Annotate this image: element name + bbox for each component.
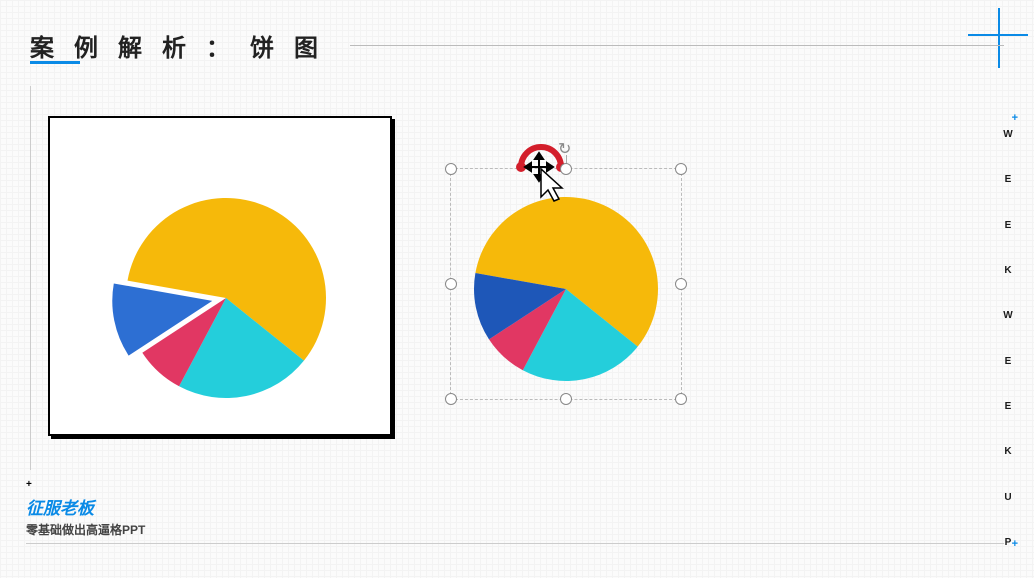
- side-letter: E: [1005, 357, 1012, 367]
- bottom-rule: [26, 543, 1004, 544]
- original-pie-chart: [50, 118, 390, 434]
- side-letter: E: [1005, 221, 1012, 231]
- resize-handle-br[interactable]: [675, 393, 687, 405]
- title-rule: [350, 45, 1004, 46]
- side-letter: E: [1005, 402, 1012, 412]
- resize-handle-tl[interactable]: [445, 163, 457, 175]
- side-letter: U: [1004, 493, 1011, 503]
- resize-handle-mr[interactable]: [675, 278, 687, 290]
- resize-handle-tr[interactable]: [675, 163, 687, 175]
- footer-title: 征服老板: [26, 494, 145, 519]
- footer-plus: +: [26, 479, 145, 490]
- resize-handle-bm[interactable]: [560, 393, 572, 405]
- resize-handle-bl[interactable]: [445, 393, 457, 405]
- title-row: 案例解析：饼图: [30, 28, 1004, 63]
- side-letter: K: [1004, 447, 1011, 457]
- pointer-cursor-icon: [541, 169, 562, 201]
- side-plus-bottom: +: [1012, 538, 1018, 550]
- side-letter: W: [1003, 311, 1012, 321]
- left-vertical-rule: [30, 86, 31, 470]
- side-letter: W: [1003, 130, 1012, 140]
- resize-handle-ml[interactable]: [445, 278, 457, 290]
- page-title: 案例解析：饼图: [30, 28, 338, 63]
- selection-box[interactable]: ↻: [450, 168, 682, 400]
- footer-subtitle: 零基础做出高逼格PPT: [26, 521, 145, 538]
- side-letter: P: [1005, 538, 1012, 548]
- side-plus-top: +: [1012, 112, 1018, 124]
- side-letter: K: [1004, 266, 1011, 276]
- original-pie-frame: [48, 116, 392, 436]
- resize-handle-tm[interactable]: [560, 163, 572, 175]
- side-vertical-text: W E E K W E E K U P: [1000, 130, 1016, 548]
- title-underline: [30, 61, 80, 64]
- footer: + 征服老板 零基础做出高逼格PPT: [26, 479, 145, 538]
- side-letter: E: [1005, 175, 1012, 185]
